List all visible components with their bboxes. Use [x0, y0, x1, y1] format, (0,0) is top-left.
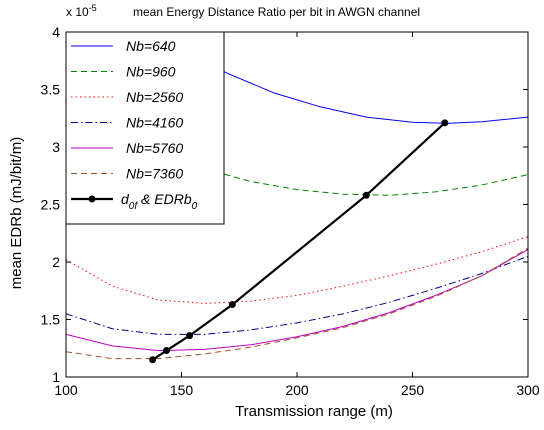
x-tick-label: 300 — [516, 382, 540, 398]
legend-marker-optimum — [88, 195, 96, 203]
legend-label: Nb=4160 — [126, 115, 183, 131]
series-line-5 — [66, 247, 528, 360]
legend-label: Nb=640 — [126, 38, 176, 54]
y-tick-label: 4 — [52, 24, 60, 40]
x-tick-label: 250 — [401, 382, 425, 398]
optimum-series-layer — [149, 119, 449, 364]
y-tick-label: 1.5 — [41, 312, 61, 328]
optimum-point — [149, 356, 157, 364]
axis-ticks: 100 150 200 250 300 1 1.5 2 2.5 3 3.5 4 — [41, 24, 540, 398]
legend: Nb=640 Nb=960 Nb=2560 Nb=4160 Nb=5760 Nb=7360… — [65, 31, 225, 225]
series-line-2 — [66, 236, 528, 304]
chart-title: mean Energy Distance Ratio per bit in AW… — [133, 5, 420, 19]
y-tick-label: 2.5 — [41, 197, 61, 213]
x-axis-label: Transmission range (m) — [235, 403, 393, 420]
optimum-point — [362, 191, 370, 199]
legend-label: Nb=960 — [126, 64, 176, 80]
x-tick-label: 150 — [170, 382, 194, 398]
y-tick-label: 3 — [52, 139, 60, 155]
y-tick-label: 1 — [52, 369, 60, 385]
y-axis-label: mean EDRb (mJ/bit/m) — [8, 137, 25, 290]
legend-label: Nb=2560 — [126, 89, 183, 105]
series-line-3 — [66, 255, 528, 335]
y-tick-label: 3.5 — [41, 82, 61, 98]
legend-box — [65, 31, 225, 225]
y-scale-factor: x 10-5 — [66, 3, 97, 19]
optimum-point — [228, 301, 236, 309]
x-tick-label: 200 — [285, 382, 309, 398]
legend-label: Nb=7360 — [126, 166, 183, 182]
x-tick-label: 100 — [54, 382, 78, 398]
optimum-point — [162, 347, 170, 355]
legend-label: Nb=5760 — [126, 140, 183, 156]
legend-items: Nb=640 Nb=960 Nb=2560 Nb=4160 Nb=5760 Nb=7360… — [71, 38, 198, 212]
optimum-point — [441, 119, 449, 127]
optimum-point — [186, 332, 194, 340]
legend-label-optimum: d0f & EDRb0 — [121, 191, 198, 212]
series-line-4 — [66, 248, 528, 352]
y-tick-label: 2 — [52, 254, 60, 270]
